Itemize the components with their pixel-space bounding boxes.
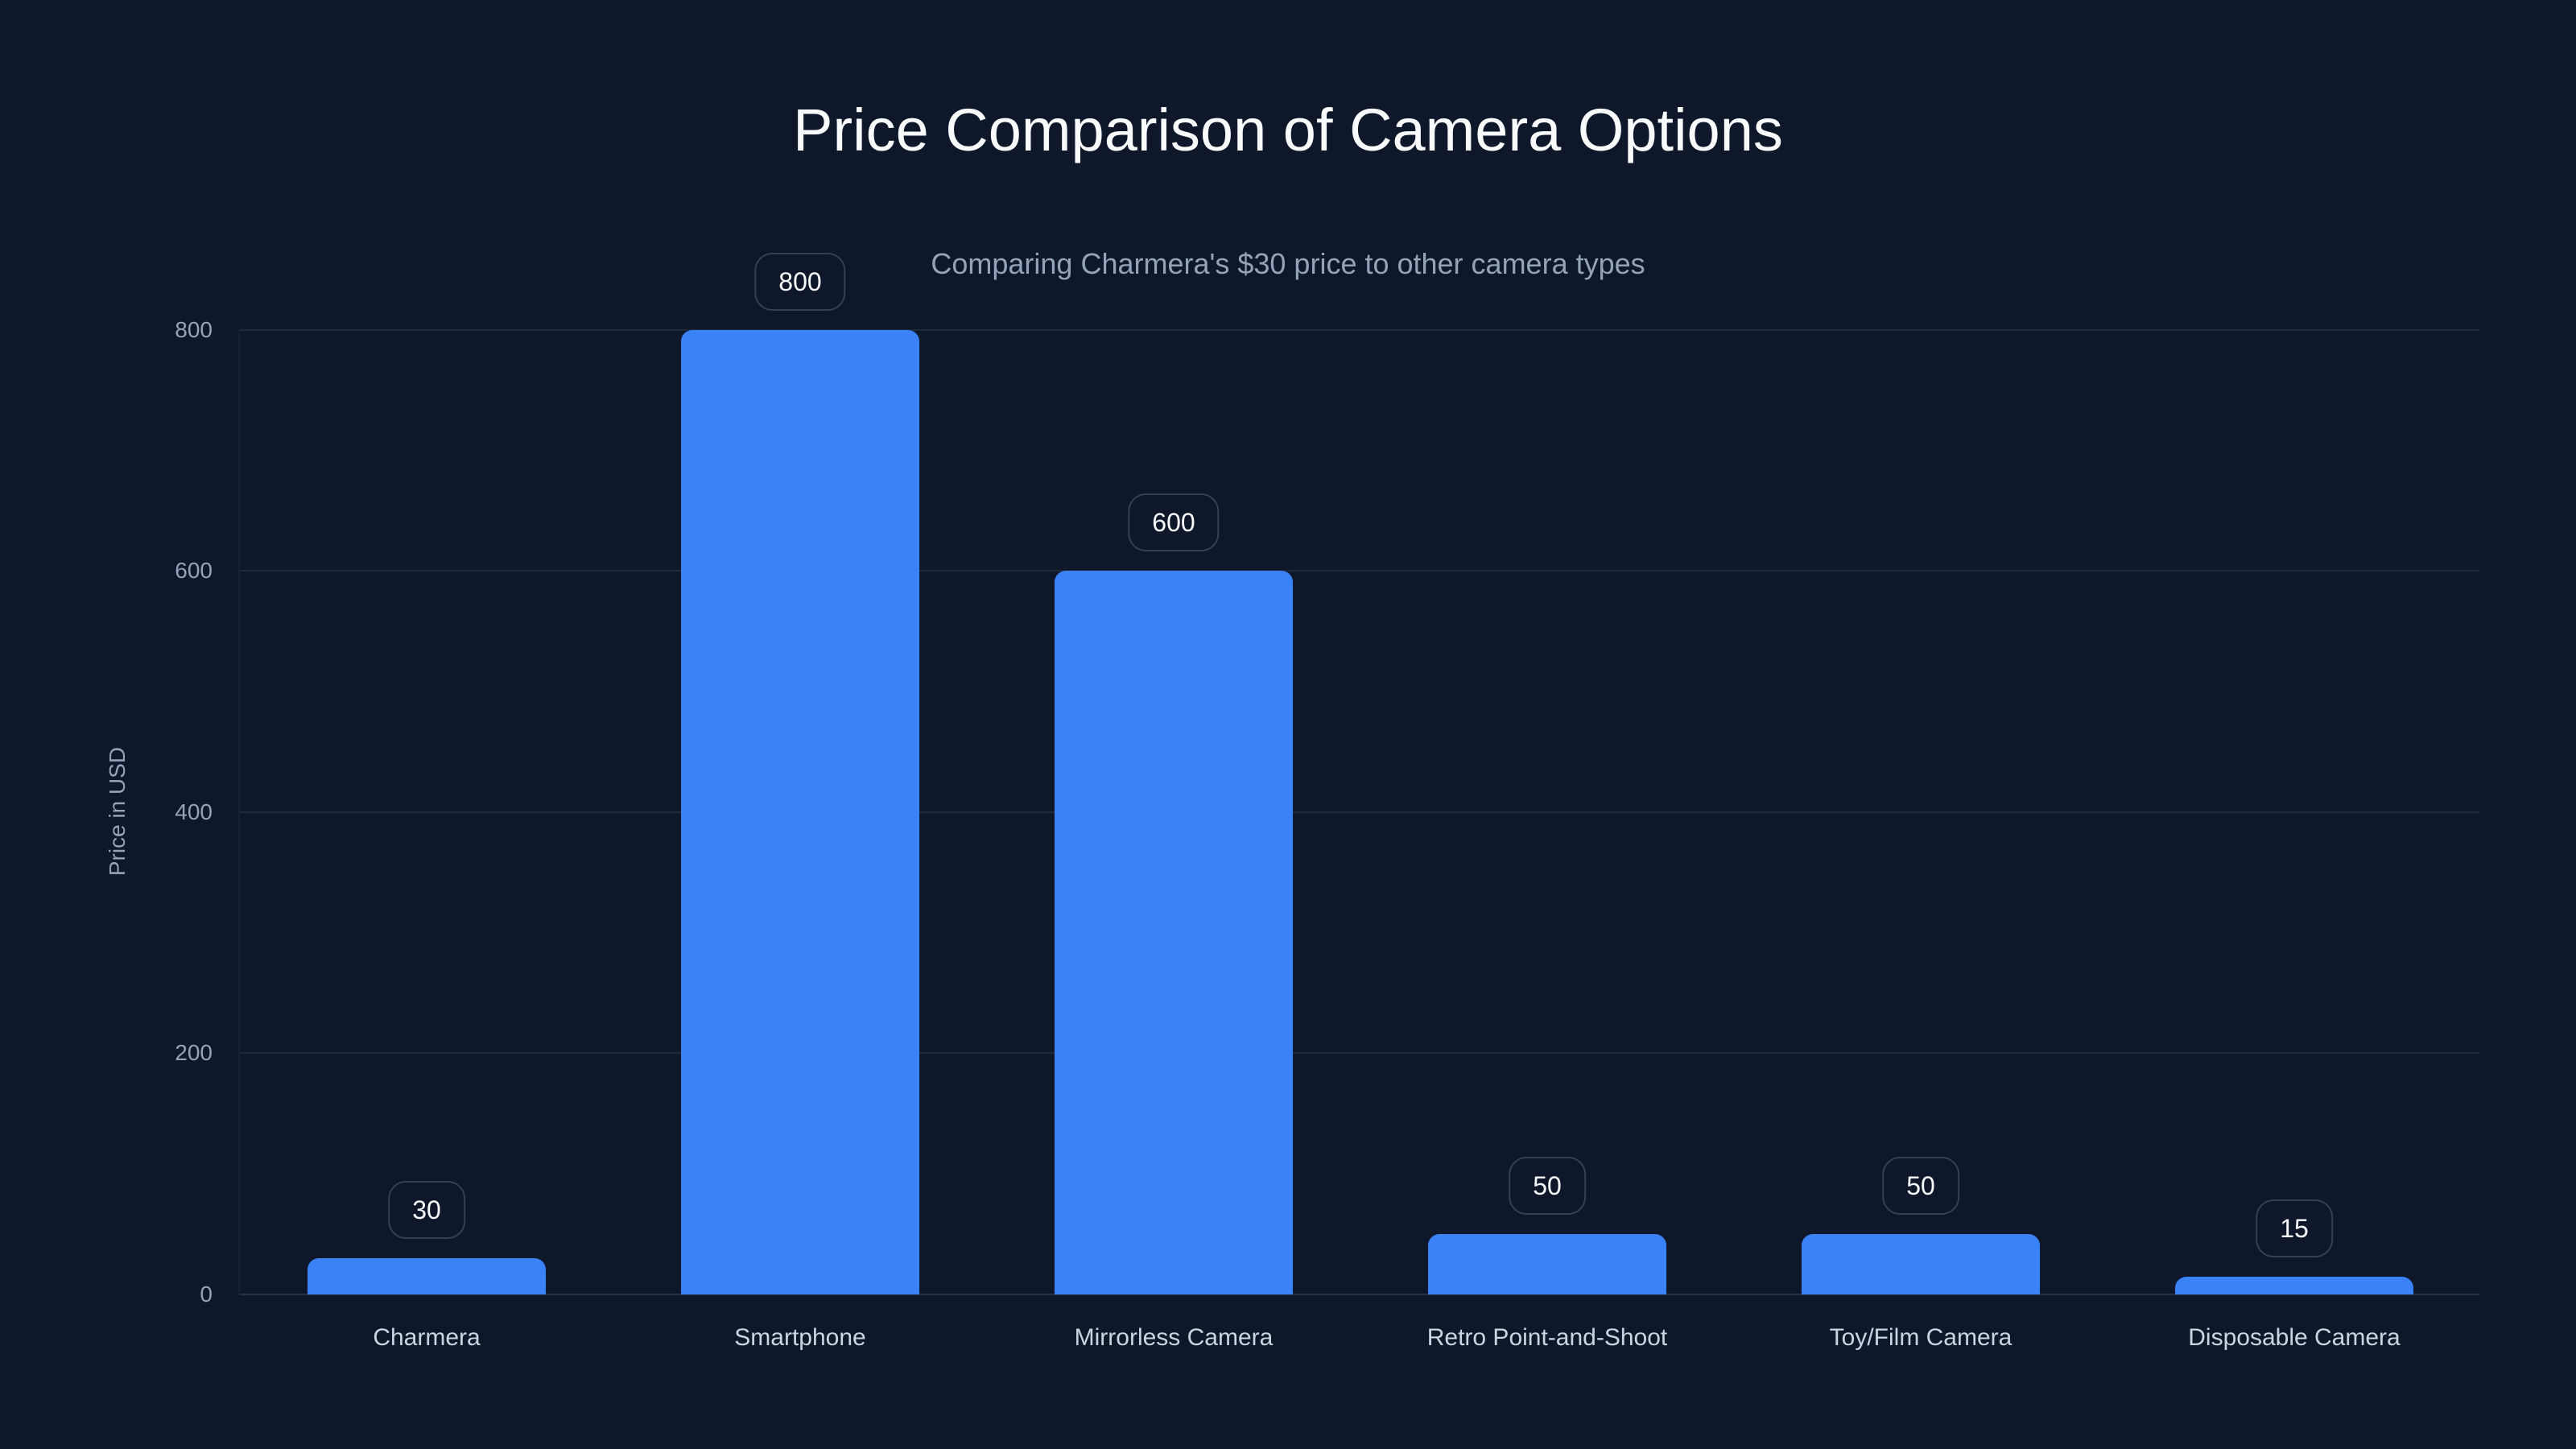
value-label: 15: [2256, 1199, 2333, 1257]
gridline-200: [240, 1052, 2479, 1054]
y-axis-line: [238, 330, 240, 1294]
y-tick-label: 800: [175, 317, 213, 342]
value-label: 50: [1882, 1157, 1959, 1215]
chart-subtitle: Comparing Charmera's $30 price to other …: [931, 247, 1645, 280]
x-tick-label: Toy/Film Camera: [1829, 1324, 2013, 1351]
bar[interactable]: [1428, 1234, 1666, 1294]
gridline-800: [240, 329, 2479, 331]
x-tick-label: Mirrorless Camera: [1074, 1324, 1274, 1351]
plot-area: 800 600 400 200 0 30 800 600 50 50 15: [175, 253, 2479, 1307]
bar[interactable]: [1055, 571, 1293, 1294]
x-tick-label: Smartphone: [734, 1324, 866, 1351]
value-label: 600: [1128, 493, 1220, 551]
x-axis-baseline: [240, 1294, 2479, 1295]
gridline-400: [240, 811, 2479, 813]
value-label: 800: [754, 253, 846, 311]
bar[interactable]: [308, 1258, 546, 1294]
y-tick-label: 600: [175, 558, 213, 583]
y-tick-label: 400: [175, 799, 213, 824]
x-tick-label: Charmera: [373, 1324, 481, 1351]
chart-title: Price Comparison of Camera Options: [793, 97, 1783, 163]
gridline-600: [240, 570, 2479, 572]
bar[interactable]: [681, 330, 919, 1294]
y-tick-label: 0: [200, 1282, 213, 1307]
value-label: 30: [388, 1181, 465, 1239]
value-label: 50: [1509, 1157, 1586, 1215]
x-tick-label: Disposable Camera: [2188, 1324, 2401, 1351]
bar[interactable]: [1802, 1234, 2040, 1294]
y-tick-label: 200: [175, 1040, 213, 1065]
x-tick-label: Retro Point-and-Shoot: [1426, 1324, 1668, 1351]
bar[interactable]: [2175, 1277, 2413, 1294]
